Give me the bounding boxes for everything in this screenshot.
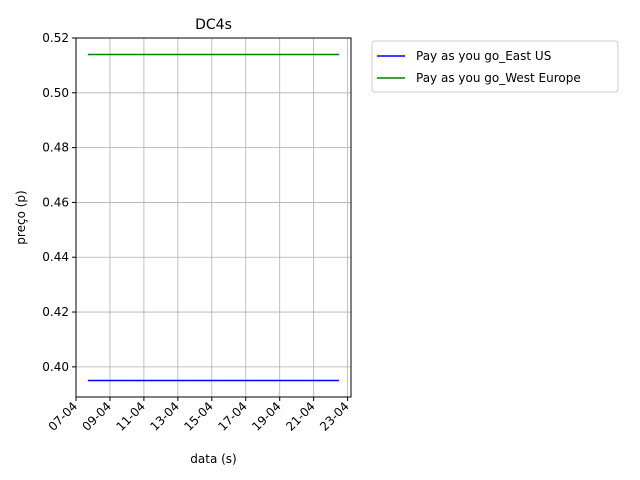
legend: Pay as you go_East US Pay as you go_West … xyxy=(371,40,619,93)
plot-area-frame xyxy=(75,37,352,398)
y-tick-label: 0.44 xyxy=(42,250,69,264)
legend-label-1: Pay as you go_West Europe xyxy=(416,71,581,85)
chart-title: DC4s xyxy=(195,17,232,33)
y-tick-label: 0.52 xyxy=(42,31,69,45)
x-tick-label: 09-04 xyxy=(80,399,115,434)
y-axis-label: preço (p) xyxy=(14,190,28,244)
legend-box xyxy=(371,40,619,93)
y-tick-label: 0.46 xyxy=(42,195,69,209)
x-tick-label: 15-04 xyxy=(181,399,216,434)
x-axis-ticks: 07-04 09-04 11-04 13-04 15-04 17-04 19-04 21-04… xyxy=(46,397,352,434)
x-tick-label: 13-04 xyxy=(147,399,182,434)
x-tick-label: 07-04 xyxy=(46,399,81,434)
x-tick-label: 21-04 xyxy=(283,399,318,434)
y-tick-label: 0.42 xyxy=(42,305,69,319)
x-tick-label: 17-04 xyxy=(215,399,250,434)
grid-lines xyxy=(75,37,351,397)
y-tick-label: 0.40 xyxy=(42,360,69,374)
x-tick-label: 23-04 xyxy=(317,399,352,434)
y-tick-label: 0.50 xyxy=(42,86,69,100)
x-tick-label: 11-04 xyxy=(113,399,148,434)
y-axis-ticks: 0.40 0.42 0.44 0.46 0.48 0.50 0.52 xyxy=(42,31,76,374)
y-tick-label: 0.48 xyxy=(42,141,69,155)
legend-label-0: Pay as you go_East US xyxy=(416,49,551,63)
x-axis-label: data (s) xyxy=(190,452,236,466)
x-tick-label: 19-04 xyxy=(249,399,284,434)
series-lines xyxy=(87,53,340,382)
